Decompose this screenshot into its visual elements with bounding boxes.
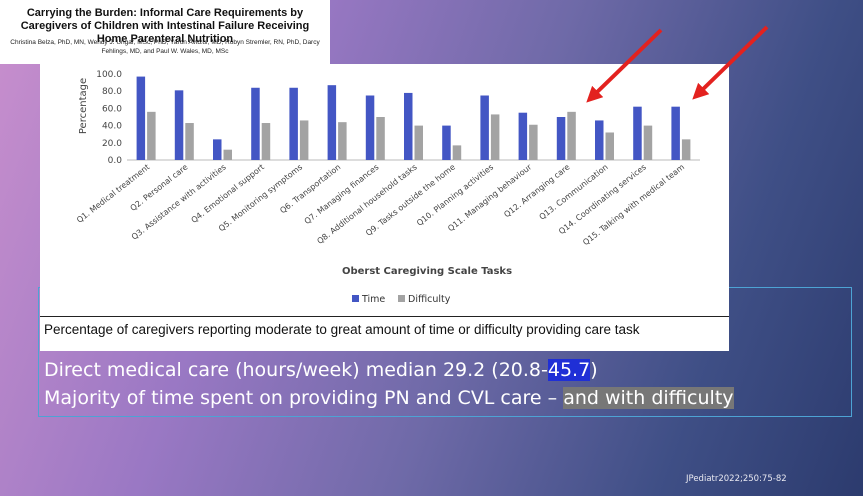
x-tick-label: Q4. Emotional support [190,162,266,224]
bullet-1-text: Direct medical care (hours/week) median … [44,359,548,381]
bar-time [174,90,184,160]
bar-difficulty [223,149,232,160]
paper-header: Carrying the Burden: Informal Care Requi… [0,0,330,64]
legend-label-time: Time [361,294,385,305]
figure-caption: Percentage of caregivers reporting moder… [44,322,640,337]
paper-title: Carrying the Burden: Informal Care Requi… [20,7,310,45]
x-tick-label: Q13. Communication [538,162,610,221]
x-axis-label: Oberst Caregiving Scale Tasks [342,266,512,277]
bar-difficulty [147,111,156,160]
bar-difficulty [261,123,271,160]
paper-authors: Christina Belza, PhD, MN, Wendy J. Ungar… [10,39,320,55]
bar-time [289,87,298,160]
bar-time [136,76,146,160]
bar-time [480,95,489,160]
y-tick-label: 60.0 [102,104,122,114]
x-tick-label: Q7. Managing finances [303,162,381,226]
bullet-majority-time: Majority of time spent on providing PN a… [44,387,734,409]
bar-difficulty [529,124,538,160]
y-tick-label: 40.0 [102,122,122,132]
bar-difficulty [414,125,423,160]
x-tick-label: Q1. Medical treatment [75,162,151,224]
bar-time [556,117,566,160]
bar-time [404,92,413,160]
bar-time [251,87,260,160]
caption-divider [40,316,729,317]
bar-difficulty [299,120,309,160]
bar-time [518,112,528,160]
bar-difficulty [185,123,194,160]
bar-difficulty [643,125,653,160]
legend: Time Difficulty [352,294,451,305]
bullet-direct-medical-care: Direct medical care (hours/week) median … [44,359,598,381]
legend-label-difficulty: Difficulty [408,294,451,305]
y-tick-label: 20.0 [102,139,122,149]
x-tick-label: Q10. Planning activities [415,162,495,227]
bar-difficulty [605,132,614,160]
bullet-1-highlight: 45.7 [547,359,591,381]
bar-difficulty [376,117,385,160]
bullet-2-text: Majority of time spent on providing PN a… [44,387,564,409]
bar-difficulty [490,114,500,160]
y-tick-label: 0.0 [108,156,123,166]
bar-time [633,106,642,160]
bar-time [442,125,451,160]
legend-swatch-difficulty [398,295,405,302]
bar-time [671,106,680,160]
bar-time [365,95,375,160]
bullet-2-highlight: and with difficulty [563,387,734,409]
y-tick-label: 80.0 [102,87,122,97]
y-axis-label: Percentage [78,78,89,134]
x-tick-label: Q12. Arranging care [502,162,571,219]
y-tick-label: 100.0 [96,70,122,80]
bar-chart: Percentage 100.0 80.0 60.0 40.0 20.0 0.0 Q1. … [75,70,700,305]
bar-difficulty [681,139,691,160]
legend-swatch-time [352,295,359,302]
bullet-1-suffix: ) [590,359,598,381]
chart-panel: Percentage 100.0 80.0 60.0 40.0 20.0 0.0 Q1. … [40,64,729,351]
bar-difficulty [567,111,576,160]
citation: JPediatr2022;250:75-82 [686,474,787,484]
bar-time [213,139,222,160]
bar-time [595,120,604,160]
bar-time [327,85,337,160]
bar-difficulty [338,122,347,160]
bar-difficulty [452,145,462,160]
